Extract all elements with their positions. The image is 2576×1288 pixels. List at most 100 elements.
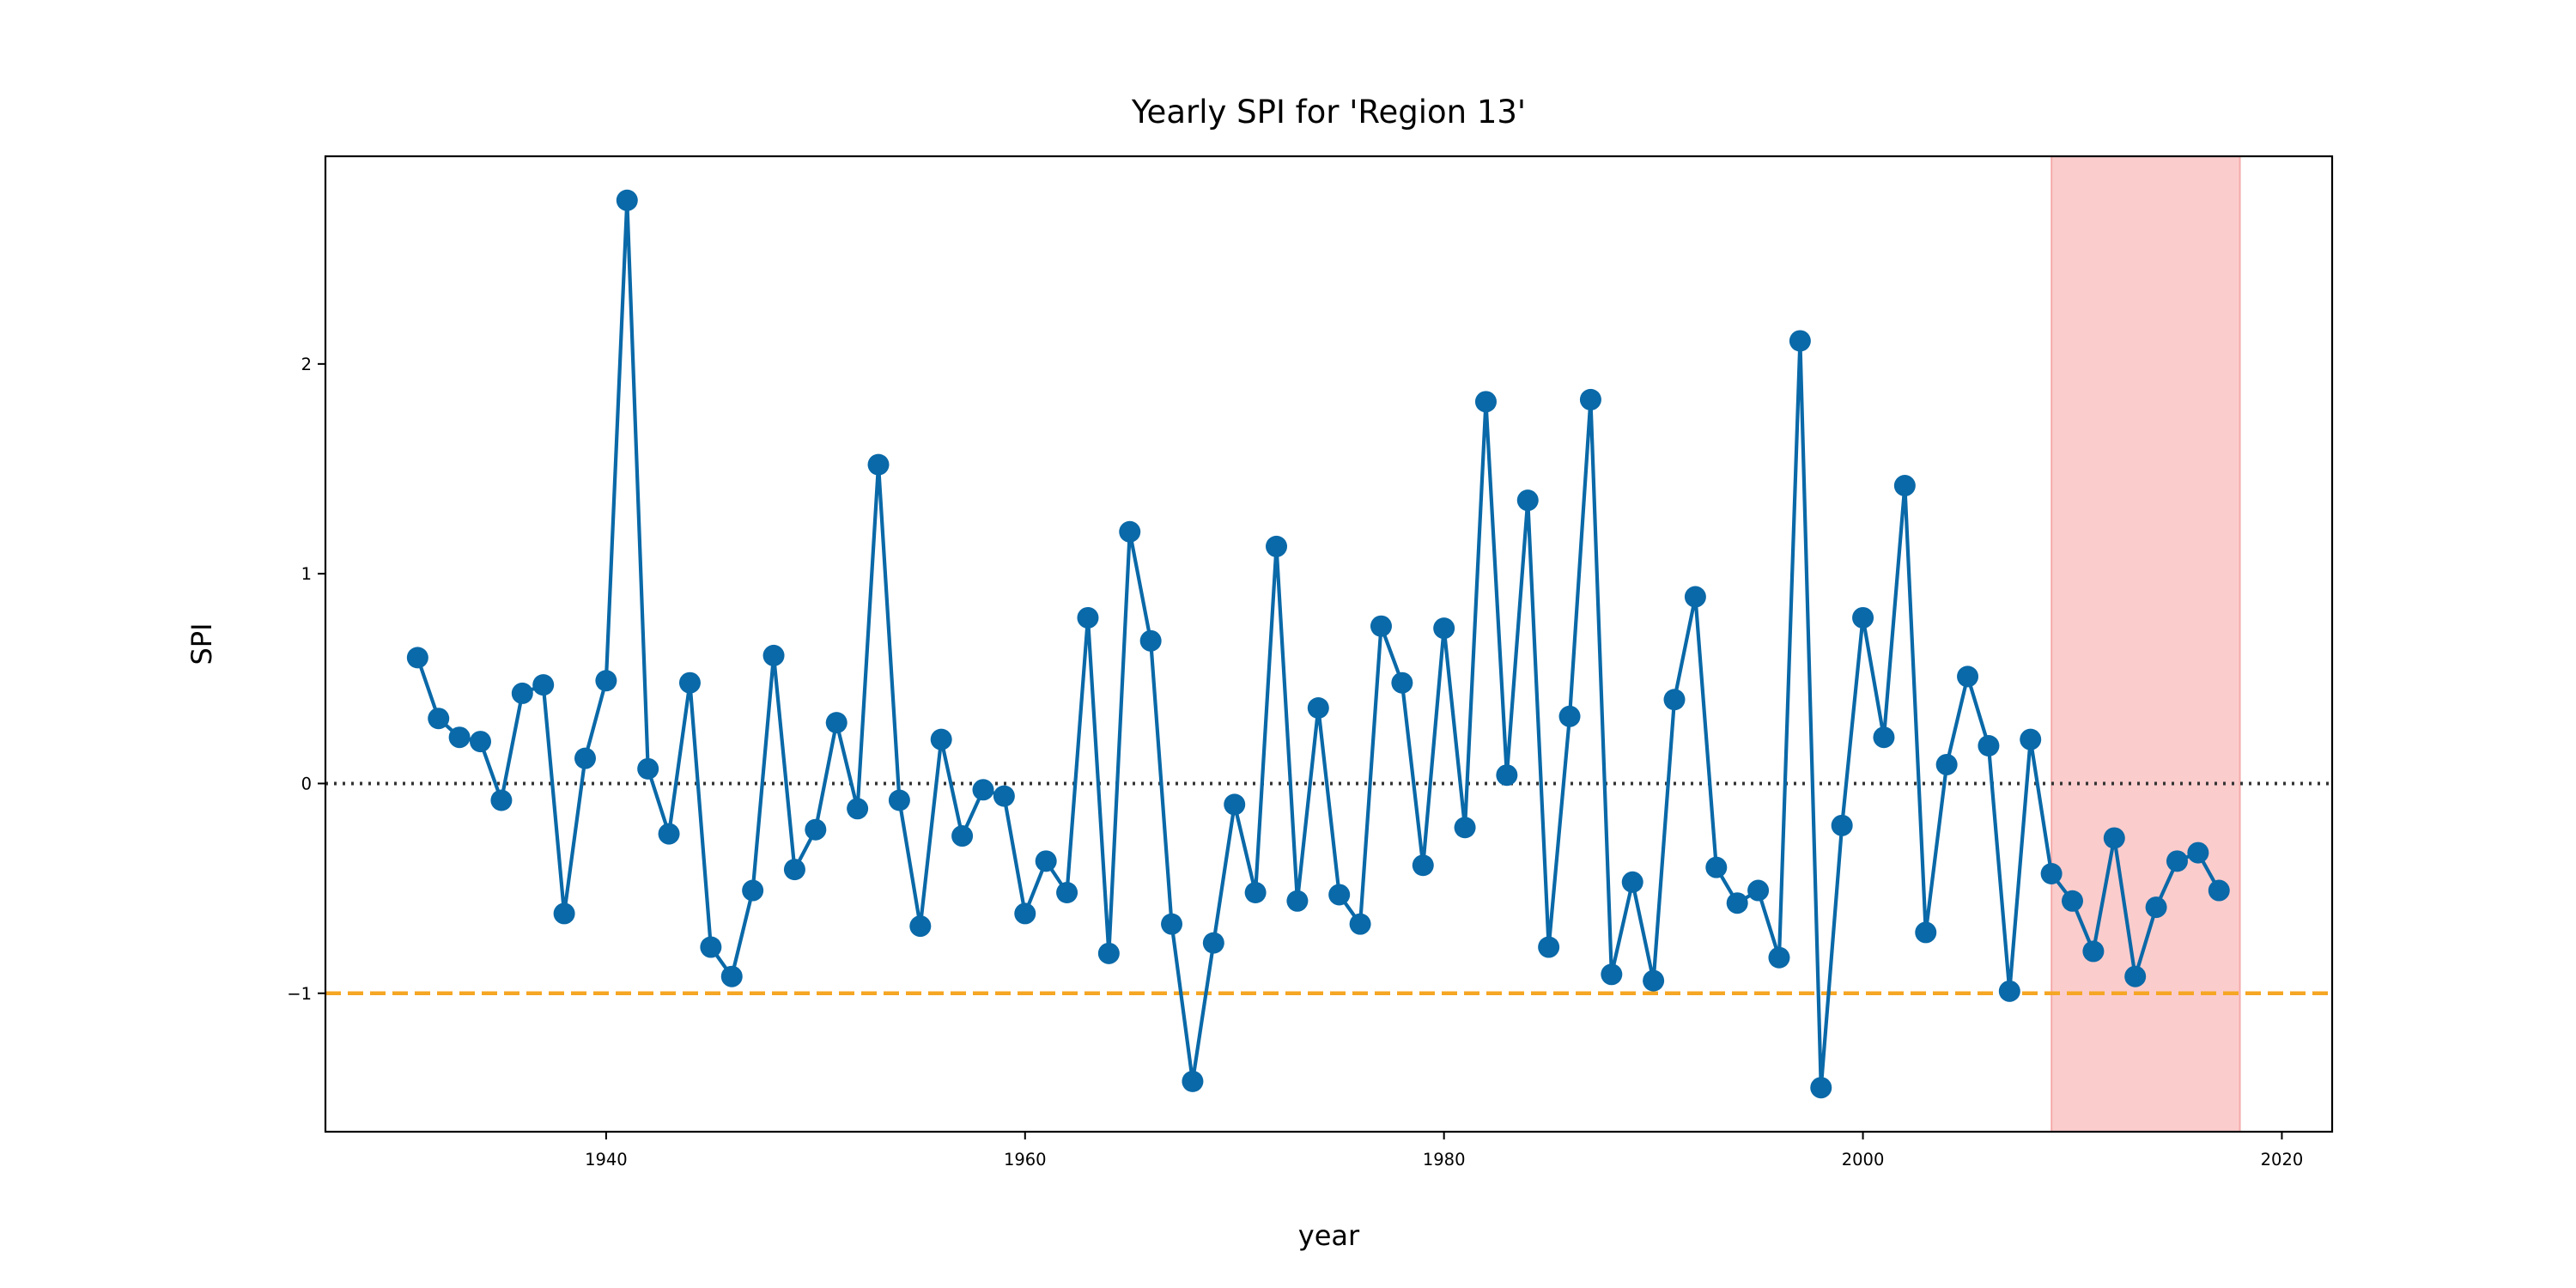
y-axis-label: SPI [185,623,218,665]
data-point [2082,940,2105,963]
data-point [1810,1077,1832,1099]
data-point [1516,489,1539,512]
data-point [1454,817,1476,839]
data-point [1852,606,1874,629]
data-point [470,731,492,753]
y-tick-label: 1 [301,564,312,584]
x-ticks: 1940 1960 1980 2000 2020 [585,1132,2303,1170]
series-layer [416,198,2221,1090]
data-point [847,798,869,820]
data-point [783,859,805,881]
y-tick-label: −1 [287,984,312,1004]
data-point [1747,879,1770,902]
markers-layer [406,189,2230,1099]
data-point [1224,793,1246,816]
data-point [1768,946,1790,969]
data-point [448,726,471,749]
data-point [1244,881,1267,903]
x-tick-label: 2020 [2261,1150,2304,1170]
data-point [1558,705,1581,727]
data-point [1978,734,2000,756]
data-point [1391,671,1413,694]
data-point [1119,520,1141,543]
data-point [1412,854,1434,877]
data-point [637,757,659,780]
data-point [1935,753,1958,775]
shaded-region-0 [2050,155,2241,1133]
data-point [1998,980,2020,1002]
data-point [1643,969,1665,992]
data-point [1266,535,1288,557]
data-point [595,670,617,692]
data-point [805,818,827,841]
data-point [1056,881,1078,903]
data-point [511,682,533,704]
data-point [720,965,743,987]
data-point [1014,902,1036,925]
data-point [993,785,1015,807]
data-point [951,825,974,848]
data-point [406,647,428,669]
data-point [1182,1070,1204,1092]
data-point [1496,764,1518,787]
data-point [1601,963,1623,986]
x-tick-label: 1980 [1423,1150,1466,1170]
data-point [428,708,450,730]
data-point [658,823,680,845]
data-point [909,915,932,938]
data-point [2103,827,2125,849]
data-point [2166,850,2188,872]
data-point [2062,890,2084,912]
data-point [1726,892,1748,914]
x-tick-label: 1940 [585,1150,628,1170]
data-point [1307,697,1329,720]
y-tick-label: 0 [301,774,312,793]
data-point [972,779,994,801]
data-point [762,644,785,666]
data-point [867,453,890,476]
data-point [2124,965,2147,987]
data-point [1684,586,1706,608]
data-point [616,189,638,211]
data-point [888,789,910,811]
data-point [1286,890,1309,912]
data-point [1202,932,1224,954]
plot-frame [324,155,2334,1133]
x-axis-label: year [1298,1219,1360,1252]
data-point [553,902,575,925]
data-point [1328,884,1351,906]
data-point [742,879,764,902]
data-point [2020,728,2042,750]
data-point [1957,665,1979,688]
data-point [1789,330,1811,352]
data-point [1161,913,1183,935]
data-point [1831,814,1853,836]
data-point [930,728,952,750]
data-point [532,674,555,696]
data-point [1370,615,1392,637]
data-point [1077,606,1099,629]
data-point [1474,391,1497,413]
chart-title: Yearly SPI for 'Region 13' [1131,94,1526,131]
data-point [2208,879,2230,902]
data-point [1663,689,1686,711]
x-tick-label: 1960 [1004,1150,1047,1170]
data-point [1579,388,1601,410]
data-point [2187,841,2209,864]
data-point [1097,942,1120,964]
data-point [1705,856,1728,878]
data-point [490,789,513,811]
data-point [1139,629,1162,652]
data-point [678,671,701,694]
y-ticks: −1 0 1 2 [287,355,325,1004]
data-point [1893,475,1916,497]
data-point [2145,896,2167,919]
data-point [1621,871,1643,893]
data-point [2040,863,2063,885]
data-point [1873,726,1895,749]
data-point [1433,617,1455,640]
data-point [825,712,848,734]
x-tick-label: 2000 [1842,1150,1885,1170]
data-point [700,936,722,958]
